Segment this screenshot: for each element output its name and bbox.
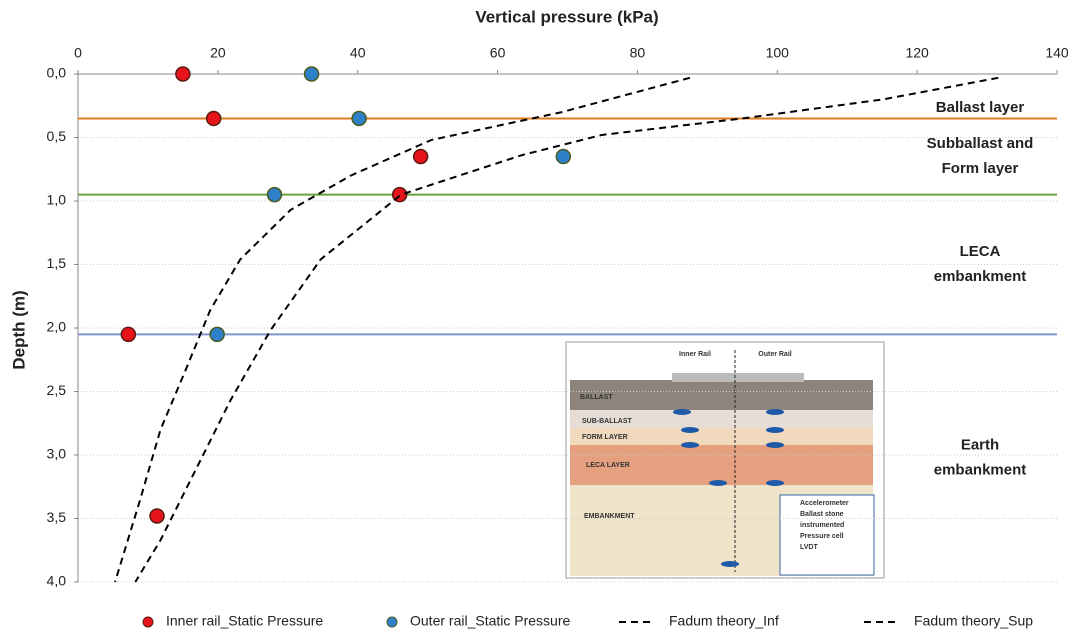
inset-layer-label: BALLAST bbox=[580, 394, 613, 401]
x-tick-label: 140 bbox=[1045, 45, 1069, 61]
theory-line bbox=[134, 76, 999, 583]
inset-pressure-cell bbox=[721, 561, 739, 567]
y-tick-label: 3,5 bbox=[47, 509, 67, 525]
inset-pressure-cell bbox=[681, 427, 699, 433]
y-tick-label: 2,5 bbox=[47, 382, 67, 398]
inset-legend-label: instrumented bbox=[800, 522, 844, 529]
inset-pressure-cell bbox=[673, 409, 691, 415]
theory-line bbox=[114, 76, 691, 583]
layer-label: embankment bbox=[934, 268, 1027, 285]
legend-marker bbox=[386, 616, 398, 628]
data-point bbox=[209, 326, 225, 343]
inset-layer-label: FORM LAYER bbox=[582, 434, 628, 441]
inset-diagram: Inner Rail Outer Rail BALLAST SUB-BALLAST FO… bbox=[565, 341, 885, 579]
y-tick-label: 2,0 bbox=[47, 319, 67, 335]
inset-pressure-cell bbox=[709, 480, 727, 486]
inset-sleeper bbox=[672, 373, 804, 382]
x-tick-label: 80 bbox=[630, 45, 646, 61]
x-tick-label: 120 bbox=[905, 45, 929, 61]
layer-label: Earth bbox=[961, 437, 999, 454]
inset-rail-label: Inner Rail bbox=[679, 351, 711, 358]
y-tick-label: 0,0 bbox=[47, 65, 67, 81]
inset-legend-label: LVDT bbox=[800, 544, 818, 551]
data-point bbox=[266, 186, 283, 203]
x-axis-title: Vertical pressure (kPa) bbox=[475, 7, 658, 26]
x-tick-label: 60 bbox=[490, 45, 506, 61]
y-axis-title: Depth (m) bbox=[9, 290, 28, 369]
inset-pressure-cell bbox=[766, 409, 784, 415]
legend-label: Fadum theory_Sup bbox=[914, 613, 1033, 629]
inset-legend-box bbox=[779, 494, 875, 576]
legend-label: Fadum theory_Inf bbox=[669, 613, 779, 629]
inset-pressure-cell bbox=[766, 442, 784, 448]
data-point bbox=[412, 148, 429, 165]
legend-label: Outer rail_Static Pressure bbox=[410, 613, 570, 629]
inset-legend-label: Accelerometer bbox=[800, 500, 849, 507]
inset-pressure-cell bbox=[766, 480, 784, 486]
x-tick-label: 100 bbox=[766, 45, 790, 61]
inset-ballast bbox=[570, 380, 873, 410]
layer-label: LECA bbox=[960, 243, 1001, 260]
x-tick-label: 0 bbox=[74, 45, 82, 61]
inset-pressure-cell bbox=[681, 442, 699, 448]
y-tick-label: 0,5 bbox=[47, 128, 67, 144]
data-point bbox=[555, 148, 572, 165]
y-tick-label: 1,0 bbox=[47, 192, 67, 208]
inset-subballast bbox=[570, 410, 873, 428]
layer-label: Subballast and bbox=[927, 135, 1034, 152]
inset-layer-label: EMBANKMENT bbox=[584, 513, 635, 520]
inset-pressure-cell bbox=[766, 427, 784, 433]
x-tick-label: 40 bbox=[350, 45, 366, 61]
y-tick-label: 3,0 bbox=[47, 446, 67, 462]
data-point bbox=[175, 66, 191, 82]
layer-label: Form layer bbox=[942, 160, 1019, 177]
y-tick-label: 1,5 bbox=[47, 255, 67, 271]
inset-layer-label: SUB-BALLAST bbox=[582, 418, 632, 425]
legend-label: Inner rail_Static Pressure bbox=[166, 613, 323, 629]
layer-label: Ballast layer bbox=[936, 99, 1025, 116]
y-tick-label: 4,0 bbox=[47, 573, 67, 589]
inset-legend-label: Pressure cell bbox=[800, 533, 844, 540]
data-point bbox=[351, 110, 367, 127]
data-point bbox=[205, 110, 222, 127]
data-point bbox=[120, 326, 137, 343]
data-point bbox=[149, 508, 165, 524]
inset-form bbox=[570, 428, 873, 445]
x-tick-label: 20 bbox=[210, 45, 226, 61]
layer-label: embankment bbox=[934, 462, 1027, 479]
inset-layer-label: LECA LAYER bbox=[586, 462, 630, 469]
inset-leca bbox=[570, 445, 873, 485]
data-point bbox=[303, 66, 320, 82]
inset-rail-label: Outer Rail bbox=[758, 351, 792, 358]
inset-legend-label: Ballast stone bbox=[800, 511, 844, 518]
legend-marker bbox=[142, 616, 154, 628]
